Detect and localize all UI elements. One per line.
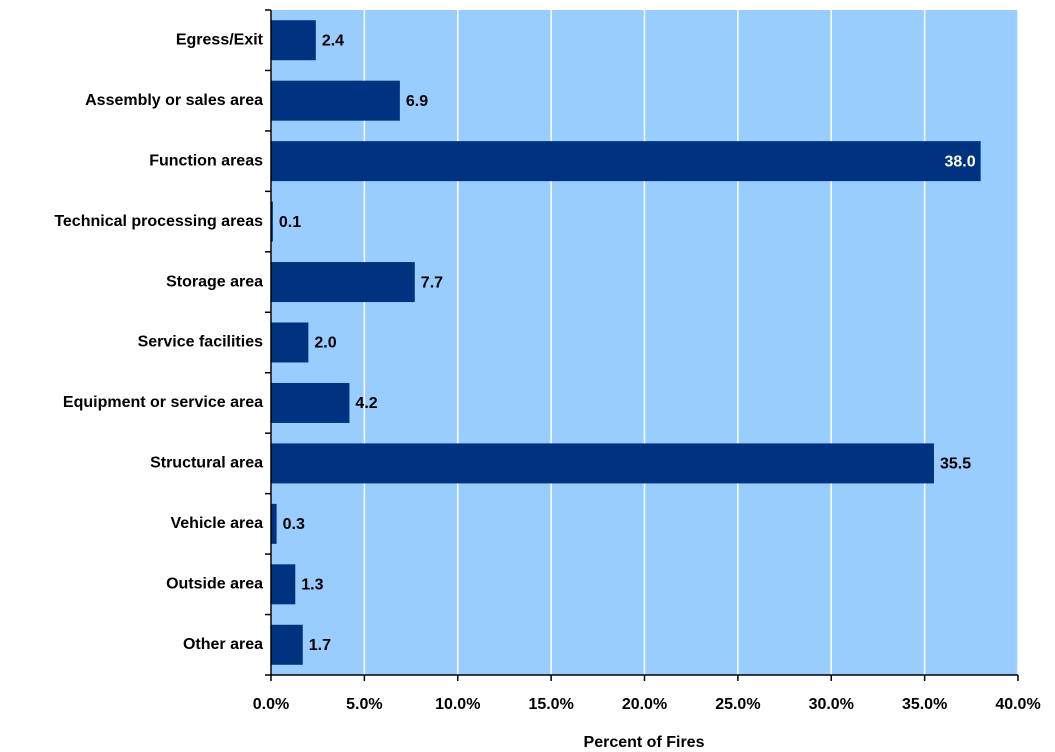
x-tick-label: 35.0%: [902, 696, 947, 713]
value-label: 0.1: [279, 214, 301, 231]
x-tick-label: 15.0%: [528, 696, 573, 713]
y-tick-label: Other area: [183, 636, 263, 653]
y-tick-label: Equipment or service area: [63, 394, 263, 411]
bar: [271, 503, 277, 544]
y-tick-label: Assembly or sales area: [85, 92, 263, 109]
x-tick-label: 0.0%: [253, 696, 289, 713]
bar: [271, 382, 350, 423]
value-label: 38.0: [945, 153, 976, 170]
y-tick-label: Storage area: [166, 273, 263, 290]
y-tick-label: Function areas: [149, 152, 263, 169]
bar: [271, 141, 981, 182]
bar: [271, 624, 303, 665]
bar: [271, 564, 296, 605]
value-label: 4.2: [355, 395, 377, 412]
x-tick-label: 30.0%: [809, 696, 854, 713]
x-tick-label: 40.0%: [995, 696, 1040, 713]
value-label: 2.4: [322, 32, 344, 49]
y-tick-label: Vehicle area: [170, 515, 263, 532]
value-label: 35.5: [940, 456, 971, 473]
x-tick-label: 5.0%: [346, 696, 382, 713]
bar: [271, 201, 273, 242]
value-label: 1.7: [309, 637, 331, 654]
bar: [271, 20, 316, 61]
x-tick-label: 10.0%: [435, 696, 480, 713]
x-tick-label: 20.0%: [622, 696, 667, 713]
y-tick-label: Technical processing areas: [54, 213, 263, 230]
y-tick-label: Outside area: [166, 576, 263, 593]
y-tick-label: Service facilities: [138, 334, 264, 351]
value-label: 1.3: [301, 577, 323, 594]
value-label: 6.9: [406, 93, 428, 110]
value-label: 2.0: [314, 335, 336, 352]
bar: [271, 443, 934, 484]
x-tick-label: 25.0%: [715, 696, 760, 713]
y-tick-label: Egress/Exit: [176, 31, 264, 48]
y-tick-label: Structural area: [150, 455, 263, 472]
x-axis-label: Percent of Fires: [584, 734, 705, 751]
bar: [271, 262, 415, 303]
bar: [271, 322, 309, 363]
value-label: 7.7: [421, 274, 443, 291]
value-label: 0.3: [283, 516, 305, 533]
bar: [271, 80, 400, 121]
